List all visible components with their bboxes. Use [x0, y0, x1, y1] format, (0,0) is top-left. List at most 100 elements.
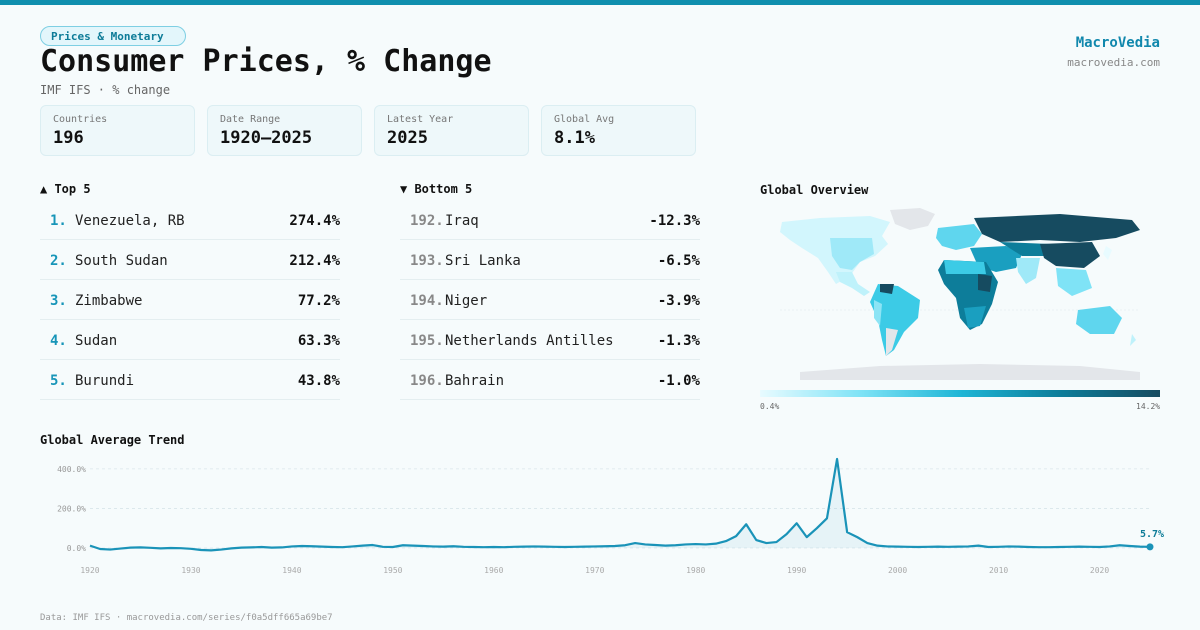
- global-average-trend-chart[interactable]: 0.0% 200.0% 400.0% 1920 1930 1940 1950 1960 1970…: [40, 455, 1170, 585]
- stat-card-countries: Countries 196: [40, 105, 195, 156]
- trend-heading: Global Average Trend: [40, 433, 185, 447]
- footer-source: Data: IMF IFS · macrovedia.com/series/f0…: [40, 613, 333, 623]
- country-name: Burundi: [75, 373, 135, 389]
- map-legend-min: 0.4%: [760, 402, 780, 411]
- map-region-china: [1040, 242, 1100, 268]
- rank-number: 195.: [410, 333, 444, 349]
- top5-list: 1. Venezuela, RB 274.4% 2. South Sudan 2…: [40, 201, 340, 401]
- rank-number: 193.: [410, 253, 444, 269]
- map-region-central-america: [836, 272, 870, 296]
- country-name: Bahrain: [445, 373, 505, 389]
- country-name: Sudan: [75, 333, 118, 349]
- stat-label: Global Avg: [554, 114, 615, 125]
- bottom5-row[interactable]: 194. Niger -3.9%: [400, 281, 700, 320]
- x-tick-label: 1960: [484, 566, 503, 575]
- map-legend-max: 14.2%: [1136, 402, 1161, 411]
- country-value: -3.9%: [657, 293, 700, 309]
- stat-value: 8.1%: [554, 128, 595, 148]
- map-region-andes: [874, 300, 882, 326]
- stat-label: Date Range: [220, 114, 281, 125]
- top5-row[interactable]: 1. Venezuela, RB 274.4%: [40, 201, 340, 240]
- map-region-argentina: [886, 328, 898, 356]
- stat-label: Countries: [53, 114, 108, 125]
- page-title: Consumer Prices, % Change: [40, 44, 492, 79]
- x-tick-label: 2000: [888, 566, 907, 575]
- map-region-venezuela: [880, 284, 894, 294]
- x-tick-label: 1930: [181, 566, 200, 575]
- page-subtitle: IMF IFS · % change: [40, 83, 171, 97]
- top-accent-bar: [0, 0, 1200, 5]
- x-tick-label: 1980: [686, 566, 705, 575]
- country-value: -1.3%: [657, 333, 700, 349]
- bottom5-row[interactable]: 196. Bahrain -1.0%: [400, 361, 700, 400]
- map-region-south-america: [870, 284, 920, 356]
- trend-end-point: [1146, 543, 1154, 551]
- rank-number: 194.: [410, 293, 444, 309]
- map-region-se-asia: [1056, 268, 1092, 296]
- rank-number: 192.: [410, 213, 444, 229]
- map-legend-bar: [760, 390, 1160, 397]
- x-tick-label: 1920: [80, 566, 99, 575]
- y-tick-label: 400.0%: [57, 465, 86, 474]
- country-name: Niger: [445, 293, 488, 309]
- x-tick-label: 1940: [282, 566, 301, 575]
- rank-number: 4.: [50, 333, 67, 349]
- country-value: -12.3%: [649, 213, 700, 229]
- y-tick-label: 0.0%: [67, 544, 86, 553]
- map-region-north-africa: [944, 260, 986, 274]
- rank-number: 3.: [50, 293, 67, 309]
- top5-row[interactable]: 3. Zimbabwe 77.2%: [40, 281, 340, 320]
- map-region-greenland: [890, 208, 935, 230]
- trend-end-label: 5.7%: [1140, 529, 1164, 540]
- stat-card-date-range: Date Range 1920–2025: [207, 105, 362, 156]
- brand-name[interactable]: MacroVedia: [1075, 35, 1160, 51]
- brand-url[interactable]: macrovedia.com: [1067, 56, 1160, 69]
- map-region-australia: [1076, 306, 1122, 334]
- country-name: Netherlands Antilles: [445, 333, 614, 349]
- map-region-india: [1016, 258, 1040, 284]
- rank-number: 2.: [50, 253, 67, 269]
- country-value: -1.0%: [657, 373, 700, 389]
- map-region-sudan: [978, 274, 992, 292]
- top5-heading: ▲ Top 5: [40, 182, 91, 196]
- bottom5-row[interactable]: 195. Netherlands Antilles -1.3%: [400, 321, 700, 360]
- top5-row[interactable]: 4. Sudan 63.3%: [40, 321, 340, 360]
- country-value: 63.3%: [297, 333, 340, 349]
- stat-value: 1920–2025: [220, 128, 313, 148]
- stat-value: 2025: [387, 128, 428, 148]
- country-value: -6.5%: [657, 253, 700, 269]
- map-region-southern-africa: [964, 306, 986, 328]
- stat-value: 196: [53, 128, 84, 148]
- country-value: 212.4%: [289, 253, 340, 269]
- x-tick-label: 2010: [989, 566, 1008, 575]
- map-region-antarctica: [800, 364, 1140, 380]
- country-name: Zimbabwe: [75, 293, 143, 309]
- bottom5-heading: ▼ Bottom 5: [400, 182, 473, 196]
- top5-row[interactable]: 5. Burundi 43.8%: [40, 361, 340, 400]
- rank-number: 5.: [50, 373, 67, 389]
- map-region-russia: [974, 214, 1140, 242]
- bottom5-row[interactable]: 193. Sri Lanka -6.5%: [400, 241, 700, 280]
- country-value: 43.8%: [297, 373, 340, 389]
- world-choropleth-map[interactable]: [760, 200, 1160, 385]
- stat-card-global-avg: Global Avg 8.1%: [541, 105, 696, 156]
- x-tick-label: 1990: [787, 566, 806, 575]
- country-value: 77.2%: [297, 293, 340, 309]
- country-name: Sri Lanka: [445, 253, 521, 269]
- map-region-europe: [936, 224, 982, 250]
- trend-line: [89, 457, 1151, 552]
- map-region-japan: [1103, 246, 1112, 260]
- category-tag[interactable]: Prices & Monetary: [40, 26, 186, 46]
- x-tick-label: 2020: [1090, 566, 1109, 575]
- stat-label: Latest Year: [387, 114, 454, 125]
- country-name: South Sudan: [75, 253, 168, 269]
- map-region-usa: [830, 238, 874, 270]
- country-name: Venezuela, RB: [75, 213, 185, 229]
- x-tick-label: 1970: [585, 566, 604, 575]
- map-region-new-zealand: [1130, 334, 1136, 346]
- map-heading: Global Overview: [760, 183, 869, 197]
- top5-row[interactable]: 2. South Sudan 212.4%: [40, 241, 340, 280]
- y-tick-label: 200.0%: [57, 504, 86, 513]
- bottom5-row[interactable]: 192. Iraq -12.3%: [400, 201, 700, 240]
- country-value: 274.4%: [289, 213, 340, 229]
